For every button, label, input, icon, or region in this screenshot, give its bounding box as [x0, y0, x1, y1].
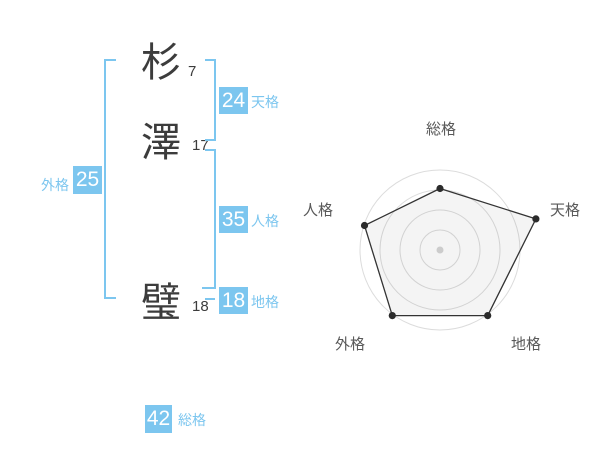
svg-text:総格: 総格 — [426, 118, 456, 139]
svg-text:天格: 天格 — [550, 199, 580, 220]
svg-text:人格: 人格 — [303, 199, 333, 220]
svg-text:外格: 外格 — [335, 333, 365, 354]
svg-text:地格: 地格 — [511, 333, 541, 354]
